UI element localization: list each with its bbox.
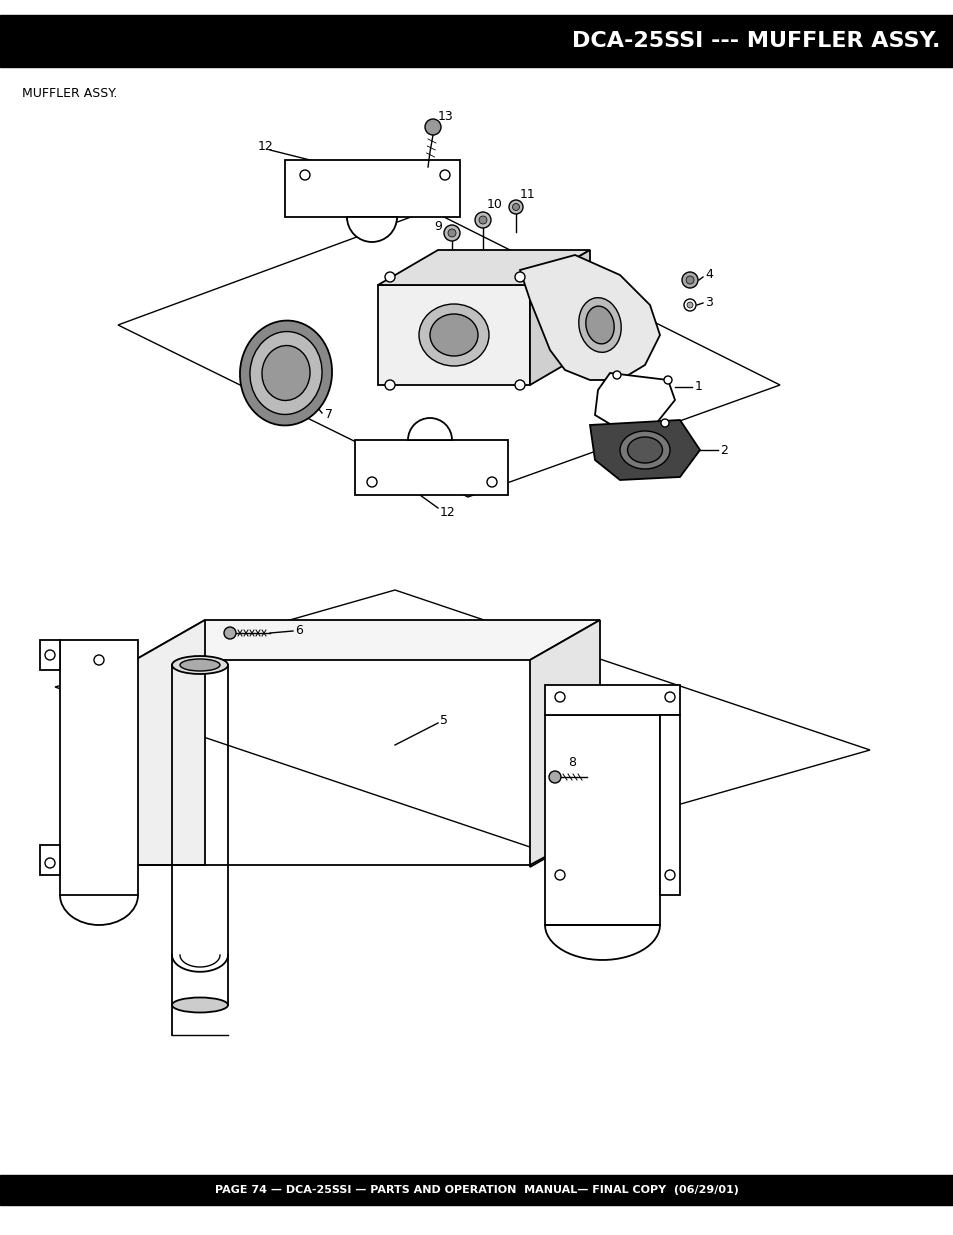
Text: PAGE 74 — DCA-25SSI — PARTS AND OPERATION  MANUAL— FINAL COPY  (06/29/01): PAGE 74 — DCA-25SSI — PARTS AND OPERATIO… — [214, 1186, 739, 1195]
Circle shape — [367, 477, 376, 487]
Polygon shape — [544, 715, 659, 960]
Text: 10: 10 — [486, 199, 502, 211]
Polygon shape — [40, 845, 60, 876]
Bar — [0, 15, 953, 67]
Text: 11: 11 — [519, 189, 536, 201]
Ellipse shape — [172, 656, 228, 674]
Polygon shape — [544, 685, 679, 715]
Ellipse shape — [240, 321, 332, 425]
Circle shape — [45, 858, 55, 868]
Text: DCA-25SSI --- MUFFLER ASSY.: DCA-25SSI --- MUFFLER ASSY. — [571, 31, 939, 51]
Ellipse shape — [418, 304, 489, 366]
Circle shape — [683, 299, 696, 311]
Circle shape — [475, 212, 491, 228]
Polygon shape — [285, 161, 459, 217]
Circle shape — [424, 119, 440, 135]
Circle shape — [224, 627, 235, 638]
Circle shape — [478, 216, 486, 224]
Circle shape — [443, 225, 459, 241]
Ellipse shape — [578, 298, 620, 352]
Circle shape — [299, 170, 310, 180]
Polygon shape — [530, 620, 599, 867]
Circle shape — [448, 228, 456, 237]
Text: 12: 12 — [257, 141, 274, 153]
Ellipse shape — [585, 306, 614, 343]
Circle shape — [664, 869, 675, 881]
Circle shape — [512, 204, 519, 210]
Wedge shape — [408, 417, 452, 440]
Circle shape — [548, 771, 560, 783]
Ellipse shape — [262, 346, 310, 400]
Circle shape — [94, 655, 104, 664]
Wedge shape — [347, 217, 396, 242]
Text: 7: 7 — [325, 409, 333, 421]
Polygon shape — [40, 640, 60, 671]
Text: 12: 12 — [439, 506, 456, 520]
Circle shape — [664, 692, 675, 701]
Polygon shape — [377, 249, 589, 285]
Circle shape — [385, 272, 395, 282]
Circle shape — [486, 477, 497, 487]
Text: MUFFLER ASSY.: MUFFLER ASSY. — [22, 86, 117, 100]
Circle shape — [663, 375, 671, 384]
Text: 3: 3 — [704, 295, 712, 309]
Circle shape — [555, 692, 564, 701]
Circle shape — [385, 380, 395, 390]
Text: 6: 6 — [294, 624, 302, 636]
Text: 8: 8 — [567, 757, 576, 769]
Polygon shape — [135, 620, 205, 864]
Text: 4: 4 — [704, 268, 712, 282]
Polygon shape — [377, 285, 530, 385]
Polygon shape — [530, 249, 589, 385]
Circle shape — [681, 272, 698, 288]
Ellipse shape — [619, 431, 669, 469]
Polygon shape — [355, 440, 507, 495]
Circle shape — [660, 419, 668, 427]
Text: 9: 9 — [434, 221, 441, 233]
Circle shape — [45, 650, 55, 659]
Ellipse shape — [627, 437, 661, 463]
Ellipse shape — [180, 659, 220, 671]
Bar — [0, 1174, 953, 1205]
Circle shape — [555, 869, 564, 881]
Text: 1: 1 — [695, 380, 702, 394]
Text: 2: 2 — [720, 443, 727, 457]
Ellipse shape — [172, 998, 228, 1013]
Text: 13: 13 — [437, 110, 454, 124]
Circle shape — [685, 275, 693, 284]
Circle shape — [613, 370, 620, 379]
Polygon shape — [659, 715, 679, 895]
Ellipse shape — [250, 331, 322, 415]
Circle shape — [509, 200, 522, 214]
Circle shape — [686, 303, 692, 308]
Polygon shape — [519, 254, 659, 380]
Polygon shape — [60, 640, 138, 895]
Text: 5: 5 — [439, 714, 448, 726]
Circle shape — [515, 272, 524, 282]
Circle shape — [439, 170, 450, 180]
Ellipse shape — [430, 314, 477, 356]
Polygon shape — [595, 373, 675, 427]
Polygon shape — [135, 620, 599, 659]
Circle shape — [515, 380, 524, 390]
Polygon shape — [589, 420, 700, 480]
